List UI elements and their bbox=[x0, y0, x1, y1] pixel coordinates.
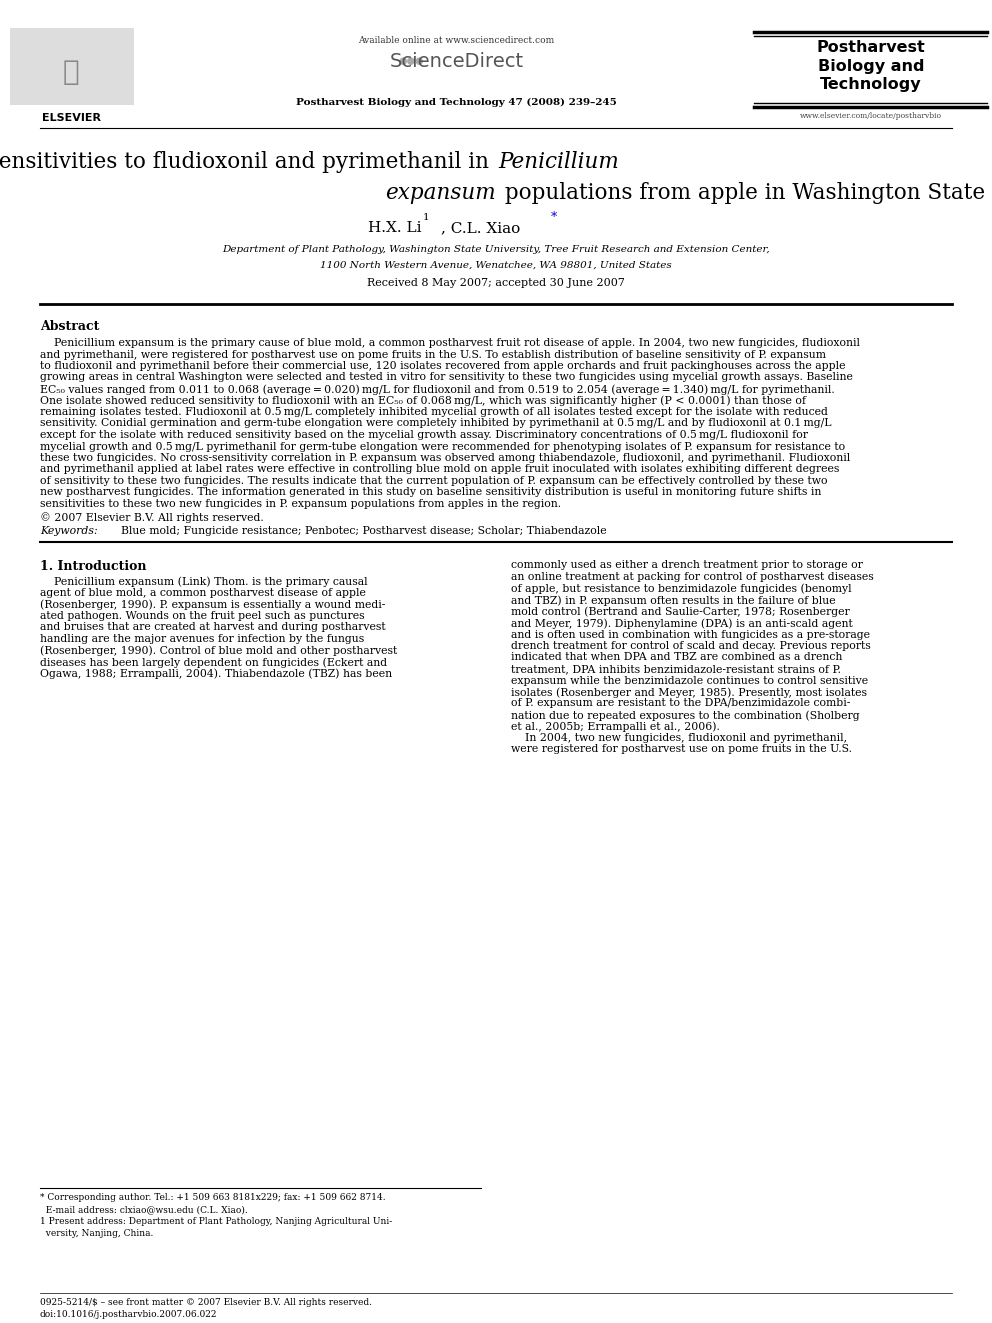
Text: ELSEVIER: ELSEVIER bbox=[42, 112, 101, 123]
Text: 1100 North Western Avenue, Wenatchee, WA 98801, United States: 1100 North Western Avenue, Wenatchee, WA… bbox=[320, 261, 672, 270]
Text: isolates (Rosenberger and Meyer, 1985). Presently, most isolates: isolates (Rosenberger and Meyer, 1985). … bbox=[511, 687, 867, 697]
Text: Postharvest
Biology and
Technology: Postharvest Biology and Technology bbox=[816, 40, 926, 93]
Text: et al., 2005b; Errampalli et al., 2006).: et al., 2005b; Errampalli et al., 2006). bbox=[511, 721, 720, 732]
Text: ScienceDirect: ScienceDirect bbox=[389, 52, 524, 71]
Text: and pyrimethanil applied at label rates were effective in controlling blue mold : and pyrimethanil applied at label rates … bbox=[40, 464, 839, 475]
Text: www.elsevier.com/locate/postharvbio: www.elsevier.com/locate/postharvbio bbox=[800, 112, 942, 120]
Text: drench treatment for control of scald and decay. Previous reports: drench treatment for control of scald an… bbox=[511, 642, 871, 651]
Bar bbox=[10, 28, 134, 105]
Text: ●●●: ●●● bbox=[399, 56, 425, 66]
Text: an online treatment at packing for control of postharvest diseases: an online treatment at packing for contr… bbox=[511, 572, 874, 582]
Text: Abstract: Abstract bbox=[40, 320, 99, 333]
Text: handling are the major avenues for infection by the fungus: handling are the major avenues for infec… bbox=[40, 634, 364, 644]
Text: new postharvest fungicides. The information generated in this study on baseline : new postharvest fungicides. The informat… bbox=[40, 487, 821, 497]
Text: remaining isolates tested. Fludioxonil at 0.5 mg/L completely inhibited mycelial: remaining isolates tested. Fludioxonil a… bbox=[40, 407, 827, 417]
Text: (Rosenberger, 1990). P. expansum is essentially a wound medi-: (Rosenberger, 1990). P. expansum is esse… bbox=[40, 599, 385, 610]
Text: expansum while the benzimidazole continues to control sensitive: expansum while the benzimidazole continu… bbox=[511, 676, 868, 685]
Text: * Corresponding author. Tel.: +1 509 663 8181x229; fax: +1 509 662 8714.: * Corresponding author. Tel.: +1 509 663… bbox=[40, 1193, 385, 1203]
Text: Ogawa, 1988; Errampalli, 2004). Thiabendazole (TBZ) has been: Ogawa, 1988; Errampalli, 2004). Thiabend… bbox=[40, 668, 392, 679]
Text: nation due to repeated exposures to the combination (Sholberg: nation due to repeated exposures to the … bbox=[511, 710, 859, 721]
Text: versity, Nanjing, China.: versity, Nanjing, China. bbox=[40, 1229, 153, 1238]
Text: diseases has been largely dependent on fungicides (Eckert and: diseases has been largely dependent on f… bbox=[40, 658, 387, 668]
Text: and TBZ) in P. expansum often results in the failure of blue: and TBZ) in P. expansum often results in… bbox=[511, 595, 835, 606]
Text: EC₅₀ values ranged from 0.011 to 0.068 (average = 0.020) mg/L for fludioxonil an: EC₅₀ values ranged from 0.011 to 0.068 (… bbox=[40, 384, 834, 394]
Text: expansum: expansum bbox=[385, 183, 496, 204]
Text: mycelial growth and 0.5 mg/L pyrimethanil for germ-tube elongation were recommen: mycelial growth and 0.5 mg/L pyrimethani… bbox=[40, 442, 845, 451]
Text: populations from apple in Washington State: populations from apple in Washington Sta… bbox=[498, 183, 985, 204]
Text: sensitivities to these two new fungicides in P. expansum populations from apples: sensitivities to these two new fungicide… bbox=[40, 499, 560, 509]
Text: 0925-5214/$ – see front matter © 2007 Elsevier B.V. All rights reserved.: 0925-5214/$ – see front matter © 2007 El… bbox=[40, 1298, 372, 1307]
Text: Blue mold; Fungicide resistance; Penbotec; Postharvest disease; Scholar; Thiaben: Blue mold; Fungicide resistance; Penbote… bbox=[114, 527, 607, 537]
Text: One isolate showed reduced sensitivity to fludioxonil with an EC₅₀ of 0.068 mg/L: One isolate showed reduced sensitivity t… bbox=[40, 396, 806, 406]
Text: *: * bbox=[551, 210, 557, 224]
Text: Keywords:: Keywords: bbox=[40, 527, 97, 537]
Text: and is often used in combination with fungicides as a pre-storage: and is often used in combination with fu… bbox=[511, 630, 870, 639]
Text: growing areas in central Washington were selected and tested in vitro for sensit: growing areas in central Washington were… bbox=[40, 373, 852, 382]
Text: treatment, DPA inhibits benzimidazole-resistant strains of P.: treatment, DPA inhibits benzimidazole-re… bbox=[511, 664, 841, 673]
Text: except for the isolate with reduced sensitivity based on the mycelial growth ass: except for the isolate with reduced sens… bbox=[40, 430, 807, 441]
Text: and pyrimethanil, were registered for postharvest use on pome fruits in the U.S.: and pyrimethanil, were registered for po… bbox=[40, 349, 825, 360]
Text: sensitivity. Conidial germination and germ-tube elongation were completely inhib: sensitivity. Conidial germination and ge… bbox=[40, 418, 831, 429]
Text: 🌿: 🌿 bbox=[63, 58, 79, 86]
Text: In 2004, two new fungicides, fludioxonil and pyrimethanil,: In 2004, two new fungicides, fludioxonil… bbox=[511, 733, 847, 744]
Text: mold control (Bertrand and Saulie-Carter, 1978; Rosenberger: mold control (Bertrand and Saulie-Carter… bbox=[511, 606, 849, 617]
Text: Penicillium: Penicillium bbox=[498, 151, 619, 173]
Text: doi:10.1016/j.postharvbio.2007.06.022: doi:10.1016/j.postharvbio.2007.06.022 bbox=[40, 1310, 217, 1319]
Text: of apple, but resistance to benzimidazole fungicides (benomyl: of apple, but resistance to benzimidazol… bbox=[511, 583, 851, 594]
Text: 1: 1 bbox=[423, 213, 430, 222]
Text: 1. Introduction: 1. Introduction bbox=[40, 561, 146, 573]
Text: these two fungicides. No cross-sensitivity correlation in P. expansum was observ: these two fungicides. No cross-sensitivi… bbox=[40, 452, 850, 463]
Text: Penicillium expansum is the primary cause of blue mold, a common postharvest fru: Penicillium expansum is the primary caus… bbox=[40, 337, 860, 348]
Text: to fludioxonil and pyrimethanil before their commercial use, 120 isolates recove: to fludioxonil and pyrimethanil before t… bbox=[40, 361, 845, 370]
Text: of P. expansum are resistant to the DPA/benzimidazole combi-: of P. expansum are resistant to the DPA/… bbox=[511, 699, 850, 709]
Text: Department of Plant Pathology, Washington State University, Tree Fruit Research : Department of Plant Pathology, Washingto… bbox=[222, 246, 770, 254]
Text: (Rosenberger, 1990). Control of blue mold and other postharvest: (Rosenberger, 1990). Control of blue mol… bbox=[40, 646, 397, 656]
Text: indicated that when DPA and TBZ are combined as a drench: indicated that when DPA and TBZ are comb… bbox=[511, 652, 842, 663]
Text: ated pathogen. Wounds on the fruit peel such as punctures: ated pathogen. Wounds on the fruit peel … bbox=[40, 611, 364, 620]
Text: agent of blue mold, a common postharvest disease of apple: agent of blue mold, a common postharvest… bbox=[40, 587, 366, 598]
Text: H.X. Li: H.X. Li bbox=[368, 221, 422, 235]
Text: Received 8 May 2007; accepted 30 June 2007: Received 8 May 2007; accepted 30 June 20… bbox=[367, 278, 625, 288]
Text: were registered for postharvest use on pome fruits in the U.S.: were registered for postharvest use on p… bbox=[511, 745, 852, 754]
Text: Available online at www.sciencedirect.com: Available online at www.sciencedirect.co… bbox=[358, 36, 555, 45]
Text: , C.L. Xiao: , C.L. Xiao bbox=[441, 221, 521, 235]
Text: E-mail address: clxiao@wsu.edu (C.L. Xiao).: E-mail address: clxiao@wsu.edu (C.L. Xia… bbox=[40, 1205, 247, 1215]
Text: and bruises that are created at harvest and during postharvest: and bruises that are created at harvest … bbox=[40, 623, 385, 632]
Text: Postharvest Biology and Technology 47 (2008) 239–245: Postharvest Biology and Technology 47 (2… bbox=[296, 98, 617, 107]
Text: and Meyer, 1979). Diphenylamine (DPA) is an anti-scald agent: and Meyer, 1979). Diphenylamine (DPA) is… bbox=[511, 618, 853, 628]
Text: commonly used as either a drench treatment prior to storage or: commonly used as either a drench treatme… bbox=[511, 561, 863, 570]
Text: Penicillium expansum (Link) Thom. is the primary causal: Penicillium expansum (Link) Thom. is the… bbox=[40, 577, 367, 587]
Text: 1 Present address: Department of Plant Pathology, Nanjing Agricultural Uni-: 1 Present address: Department of Plant P… bbox=[40, 1217, 392, 1226]
Text: of sensitivity to these two fungicides. The results indicate that the current po: of sensitivity to these two fungicides. … bbox=[40, 476, 827, 486]
Text: © 2007 Elsevier B.V. All rights reserved.: © 2007 Elsevier B.V. All rights reserved… bbox=[40, 512, 264, 524]
Text: Baseline sensitivities to fludioxonil and pyrimethanil in: Baseline sensitivities to fludioxonil an… bbox=[0, 151, 496, 173]
